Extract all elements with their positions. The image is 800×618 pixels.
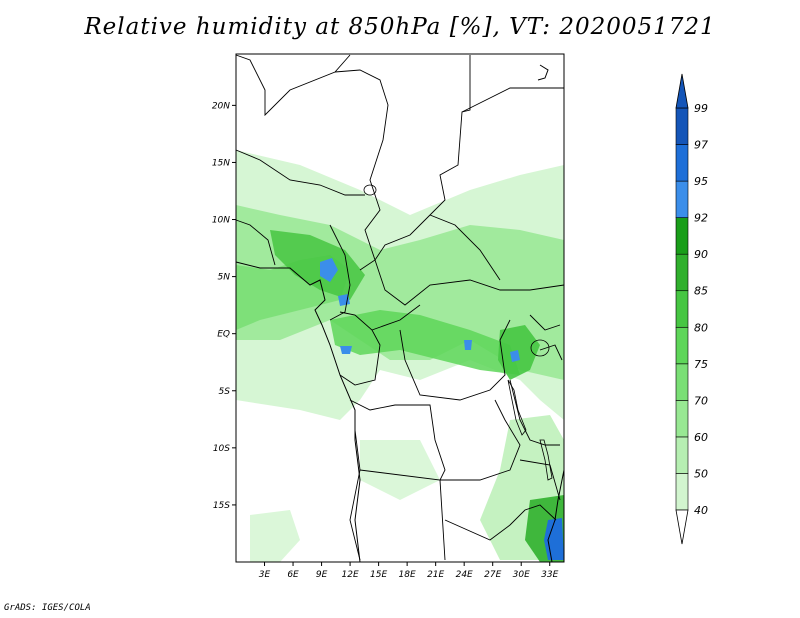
y-tick-label: 15S <box>213 501 230 511</box>
colorbar-bottom-arrow <box>675 509 689 545</box>
country-borders <box>235 54 565 561</box>
colorbar: 40 50 60 70 75 80 85 90 92 95 97 99 <box>675 73 708 545</box>
saturated-spot-mozambique <box>544 518 564 560</box>
colorbar-swatch <box>675 290 689 328</box>
x-tick-label: 27E <box>484 570 501 580</box>
x-tick-label: 24E <box>456 570 473 580</box>
colorbar-swatch <box>675 473 689 511</box>
y-tick-label: 5N <box>218 273 231 283</box>
x-tick-label: 33E <box>541 570 558 580</box>
y-tick-label: 15N <box>212 158 230 168</box>
y-tick-label: 20N <box>212 101 230 111</box>
colorbar-label: 80 <box>694 321 708 334</box>
colorbar-swatch <box>675 400 689 438</box>
map-frame <box>235 53 565 563</box>
colorbar-label: 40 <box>694 504 708 517</box>
colorbar-swatch <box>675 363 689 401</box>
colorbar-swatch <box>675 180 689 218</box>
x-tick-label: 6E <box>287 570 299 580</box>
humidity-region-southwest <box>250 510 300 562</box>
colorbar-swatch <box>675 107 689 145</box>
y-tick-label: 10S <box>213 444 230 454</box>
humidity-shading <box>236 150 564 562</box>
lakes <box>363 184 553 481</box>
chart-title: Relative humidity at 850hPa [%], VT: 202… <box>84 14 716 40</box>
x-tick-label: 3E <box>259 570 271 580</box>
x-tick-label: 21E <box>427 570 444 580</box>
y-tick-label: 5S <box>219 387 231 397</box>
y-tick-label: EQ <box>217 330 230 340</box>
colorbar-label: 75 <box>694 358 708 371</box>
x-tick-label: 30E <box>513 570 530 580</box>
lake-victoria <box>530 339 550 357</box>
humidity-region-congo <box>330 310 520 375</box>
x-tick-label: 15E <box>370 570 387 580</box>
colorbar-label: 99 <box>694 102 708 115</box>
colorbar-swatch <box>675 217 689 255</box>
colorbar-swatch <box>675 253 689 292</box>
colorbar-label: 50 <box>694 467 708 480</box>
saturated-spot-cameroon <box>320 258 338 282</box>
x-tick-label: 12E <box>342 570 359 580</box>
saturated-spot-lakes <box>510 350 520 362</box>
x-tick-label: 9E <box>316 570 328 580</box>
humidity-region-lakes <box>498 325 540 380</box>
x-tick-label: 18E <box>399 570 416 580</box>
colorbar-swatch <box>675 436 689 474</box>
colorbar-label: 92 <box>694 212 708 225</box>
humidity-region-angola <box>360 440 440 500</box>
colorbar-label: 70 <box>694 394 708 407</box>
colorbar-swatch <box>675 144 689 182</box>
colorbar-label: 97 <box>694 139 708 152</box>
lake-malawi <box>539 439 553 481</box>
coastline <box>235 64 565 563</box>
humidity-region-cameroon <box>270 230 365 300</box>
colorbar-swatch <box>675 326 689 365</box>
saturated-spot-congo <box>340 346 352 354</box>
colorbar-label: 95 <box>694 175 708 188</box>
colorbar-top-arrow <box>675 73 689 109</box>
colorbar-label: 85 <box>694 285 708 298</box>
colorbar-label: 90 <box>694 248 708 261</box>
colorbar-label: 60 <box>694 431 708 444</box>
saturated-spot-drc <box>464 340 472 350</box>
x-axis: 3E 6E 9E 12E 15E 18E 21E 24E 27E 30E 33E <box>259 562 559 580</box>
lake-tanganyika <box>507 379 527 436</box>
y-tick-label: 10N <box>212 216 230 226</box>
y-axis: 20N 15N 10N 5N EQ 5S 10S 15S <box>212 101 236 511</box>
lake-chad <box>363 184 377 196</box>
credit-text: GrADS: IGES/COLA <box>4 603 91 613</box>
